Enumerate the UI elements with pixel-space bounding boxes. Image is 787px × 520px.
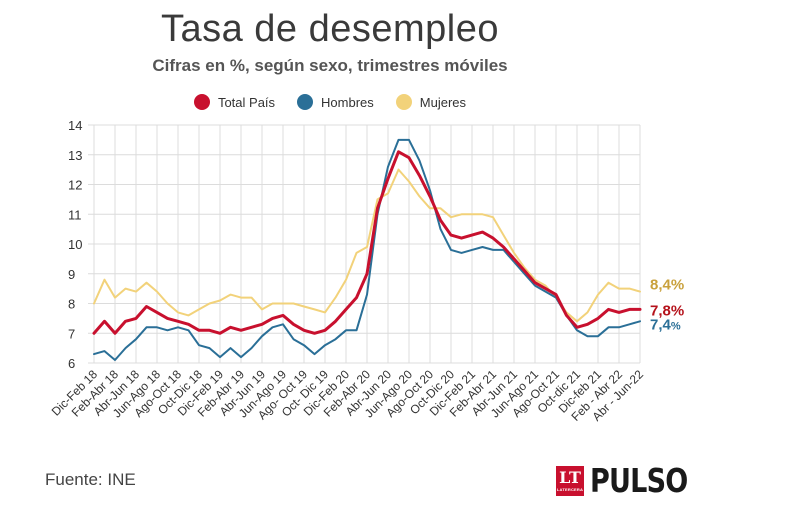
legend-label-hombres: Hombres xyxy=(321,94,374,110)
brand-logo: LT LATERCERA PULSO xyxy=(556,461,709,500)
chart-legend: Total País Hombres Mujeres xyxy=(0,94,660,110)
legend-dot-mujeres xyxy=(395,94,412,110)
y-tick-label-14: 14 xyxy=(68,118,82,133)
series-line-hombres xyxy=(93,138,641,361)
legend-label-mujeres: Mujeres xyxy=(419,94,467,110)
chart-title: Tasa de desempleo xyxy=(160,8,500,50)
end-label-mujeres: 8,4% xyxy=(650,277,684,294)
y-tick-label-8: 8 xyxy=(68,297,75,312)
series-line-total-país xyxy=(92,150,642,335)
brand-word: PULSO xyxy=(590,461,688,500)
y-tick-label-13: 13 xyxy=(68,148,82,163)
end-label-hombres: 7,4% xyxy=(650,316,681,333)
y-tick-label-12: 12 xyxy=(68,178,82,193)
legend-dot-total xyxy=(193,94,210,110)
chart-subtitle: Cifras en %, según sexo, trimestres móvi… xyxy=(152,56,508,75)
legend-dot-hombres xyxy=(297,94,314,110)
y-tick-label-11: 11 xyxy=(68,207,82,222)
source-note: Fuente: INE xyxy=(45,470,136,489)
brand-mark: LT LATERCERA xyxy=(556,465,584,496)
y-tick-label-10: 10 xyxy=(68,237,82,252)
y-tick-label-7: 7 xyxy=(68,326,75,341)
brand-mark-text: LT xyxy=(559,467,581,487)
brand-mark-small: LATERCERA xyxy=(556,486,584,492)
legend-item-total: Total País xyxy=(193,94,276,110)
legend-item-mujeres: Mujeres xyxy=(395,94,467,110)
legend-label-total: Total País xyxy=(217,94,276,110)
y-tick-label-6: 6 xyxy=(68,356,75,371)
legend-item-hombres: Hombres xyxy=(297,94,374,110)
end-label-total-país: 7,8% xyxy=(650,302,684,319)
y-tick-label-9: 9 xyxy=(68,267,75,282)
